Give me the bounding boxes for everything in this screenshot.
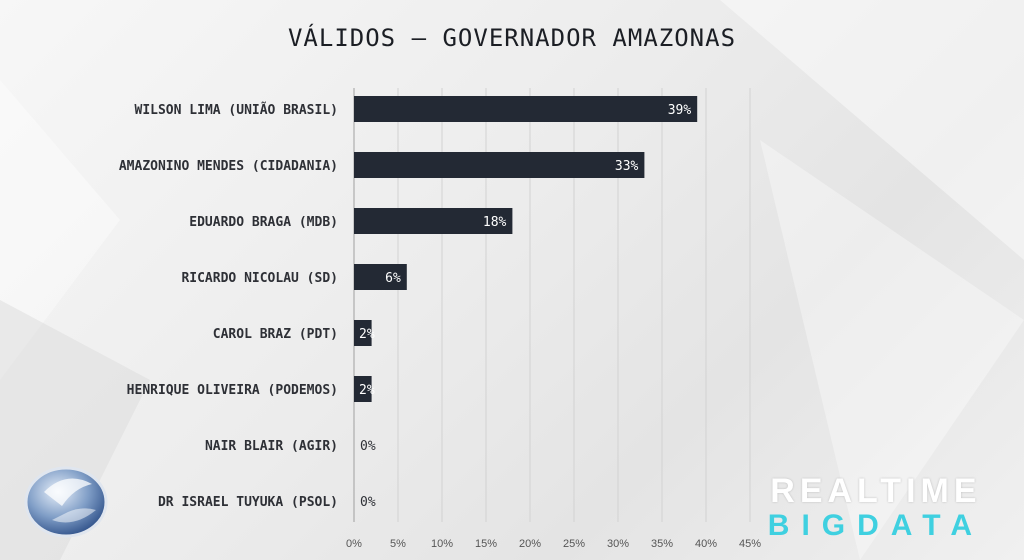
record-tv-logo-icon	[24, 466, 108, 538]
x-tick-label: 40%	[695, 538, 717, 550]
category-label: AMAZONINO MENDES (CIDADANIA)	[119, 159, 338, 174]
bar	[354, 376, 372, 402]
x-tick-label: 5%	[390, 538, 406, 550]
data-label: 0%	[360, 439, 376, 454]
category-label: CAROL BRAZ (PDT)	[213, 327, 338, 342]
brand-line-2: BIGDATA	[767, 509, 984, 542]
category-label: EDUARDO BRAGA (MDB)	[189, 215, 338, 230]
brand-line-1: REALTIME	[770, 472, 982, 510]
x-tick-label: 25%	[563, 538, 585, 550]
data-label: 18%	[483, 215, 507, 230]
x-tick-label: 10%	[431, 538, 453, 550]
bar	[354, 208, 513, 234]
data-label: 39%	[668, 103, 692, 118]
x-tick-label: 15%	[475, 538, 497, 550]
x-tick-label: 45%	[739, 538, 761, 550]
data-label: 0%	[360, 495, 376, 510]
x-tick-label: 0%	[346, 538, 362, 550]
data-label: 2%	[359, 383, 375, 398]
category-label: DR ISRAEL TUYUKA (PSOL)	[158, 495, 338, 510]
x-tick-label: 35%	[651, 538, 673, 550]
chart-title: VÁLIDOS — GOVERNADOR AMAZONAS	[287, 24, 737, 52]
category-label: WILSON LIMA (UNIÃO BRASIL)	[135, 102, 339, 118]
data-label: 6%	[385, 271, 401, 286]
bar	[354, 320, 372, 346]
category-label: HENRIQUE OLIVEIRA (PODEMOS)	[127, 383, 338, 398]
x-tick-label: 20%	[519, 538, 541, 550]
data-label: 2%	[359, 327, 375, 342]
category-labels: WILSON LIMA (UNIÃO BRASIL) 39% AMAZONINO M…	[119, 102, 692, 510]
bar	[354, 152, 645, 178]
realtime-bigdata-logo: REALTIME BIGDATA	[768, 472, 984, 542]
category-label: RICARDO NICOLAU (SD)	[181, 271, 338, 286]
x-axis-ticks: 0% 5% 10% 15% 20% 25% 30% 35% 40% 45%	[346, 538, 761, 550]
data-label: 33%	[615, 159, 639, 174]
x-tick-label: 30%	[607, 538, 629, 550]
bar	[354, 264, 407, 290]
bars	[354, 96, 698, 402]
bar	[354, 96, 698, 122]
category-label: NAIR BLAIR (AGIR)	[205, 439, 338, 454]
